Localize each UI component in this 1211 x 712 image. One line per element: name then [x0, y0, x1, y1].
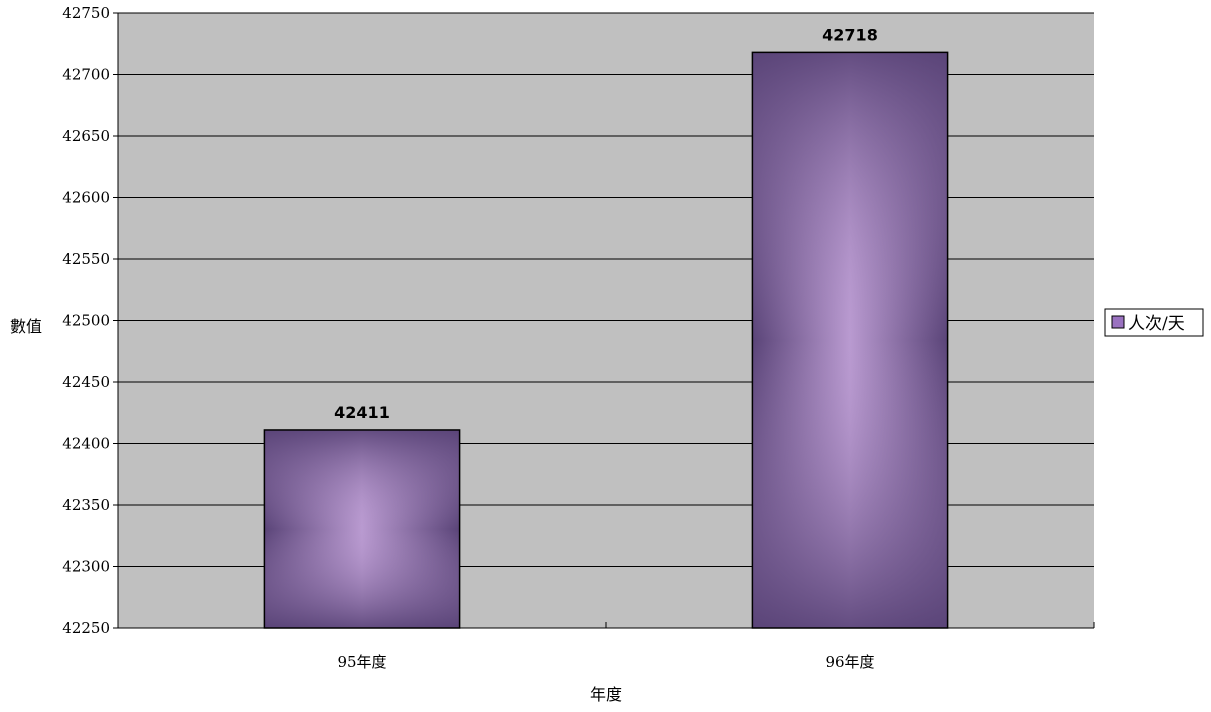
bar-shade — [752, 52, 948, 629]
y-tick-label: 42650 — [62, 127, 110, 145]
bar-shade — [264, 429, 460, 628]
y-tick-label: 42350 — [62, 496, 110, 514]
y-axis-title: 數值 — [10, 317, 42, 336]
x-tick-label: 95年度 — [337, 653, 386, 671]
data-label: 42718 — [822, 25, 878, 44]
bar-2 — [751, 51, 949, 629]
y-tick-label: 42700 — [62, 66, 110, 84]
y-tick-labels: 42250 42300 42350 42400 42450 42500 42550 42600… — [62, 4, 118, 637]
bars — [263, 51, 949, 629]
x-tick-labels: 95年度 96年度 — [117, 622, 1095, 671]
legend: 人次/天 — [1104, 308, 1204, 337]
y-tick-label: 42750 — [62, 4, 110, 22]
data-labels: 42411 42718 — [334, 25, 878, 422]
legend-swatch — [1111, 315, 1125, 329]
y-tick-label: 42300 — [62, 558, 110, 576]
x-tick-label: 96年度 — [825, 653, 874, 671]
x-axis-title: 年度 — [590, 685, 622, 704]
y-tick-label: 42400 — [62, 435, 110, 453]
data-label: 42411 — [334, 403, 390, 422]
y-tick-label: 42600 — [62, 189, 110, 207]
y-tick-label: 42250 — [62, 619, 110, 637]
legend-label: 人次/天 — [1128, 314, 1185, 334]
y-tick-label: 42450 — [62, 373, 110, 391]
y-tick-label: 42550 — [62, 250, 110, 268]
bar-1 — [263, 429, 461, 629]
y-tick-label: 42500 — [62, 312, 110, 330]
